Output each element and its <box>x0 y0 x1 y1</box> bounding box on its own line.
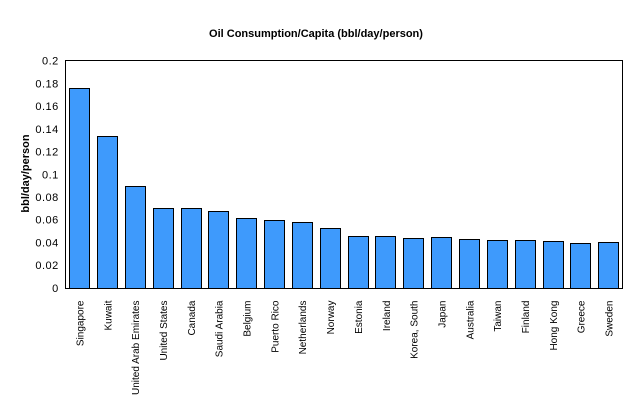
svg-text:Sweden: Sweden <box>605 301 616 337</box>
svg-text:Taiwan: Taiwan <box>493 300 504 331</box>
svg-text:bbl/day/person: bbl/day/person <box>20 134 32 213</box>
svg-text:Finland: Finland <box>521 301 532 334</box>
svg-text:0.12: 0.12 <box>35 147 58 159</box>
svg-text:Norway: Norway <box>326 301 337 335</box>
svg-text:0.1: 0.1 <box>42 169 59 181</box>
svg-text:United States: United States <box>159 301 170 361</box>
svg-text:0.06: 0.06 <box>35 215 58 227</box>
svg-text:Australia: Australia <box>465 300 476 339</box>
svg-text:0.02: 0.02 <box>35 260 58 272</box>
svg-text:Hong Kong: Hong Kong <box>549 301 560 351</box>
svg-text:Puerto Rico: Puerto Rico <box>270 300 281 353</box>
svg-text:Korea, South: Korea, South <box>410 301 421 359</box>
svg-text:0.04: 0.04 <box>35 238 58 250</box>
svg-text:0: 0 <box>52 283 59 295</box>
svg-text:Canada: Canada <box>187 300 198 335</box>
svg-text:0.16: 0.16 <box>35 101 58 113</box>
svg-text:Kuwait: Kuwait <box>103 300 114 330</box>
svg-text:Netherlands: Netherlands <box>298 301 309 355</box>
svg-text:Saudi Arabia: Saudi Arabia <box>215 300 226 357</box>
svg-text:0.08: 0.08 <box>35 192 58 204</box>
svg-text:0.14: 0.14 <box>35 124 58 136</box>
svg-text:Singapore: Singapore <box>76 300 87 346</box>
svg-text:0.18: 0.18 <box>35 78 58 90</box>
svg-text:Japan: Japan <box>437 301 448 328</box>
svg-text:Oil Consumption/Capita (bbl/da: Oil Consumption/Capita (bbl/day/person) <box>209 28 423 40</box>
svg-text:Ireland: Ireland <box>382 301 393 332</box>
svg-text:Greece: Greece <box>577 300 588 333</box>
svg-text:Estonia: Estonia <box>354 300 365 334</box>
svg-text:United Arab Emirates: United Arab Emirates <box>131 301 142 396</box>
svg-text:0.2: 0.2 <box>42 56 59 68</box>
svg-text:Belgium: Belgium <box>243 301 254 337</box>
